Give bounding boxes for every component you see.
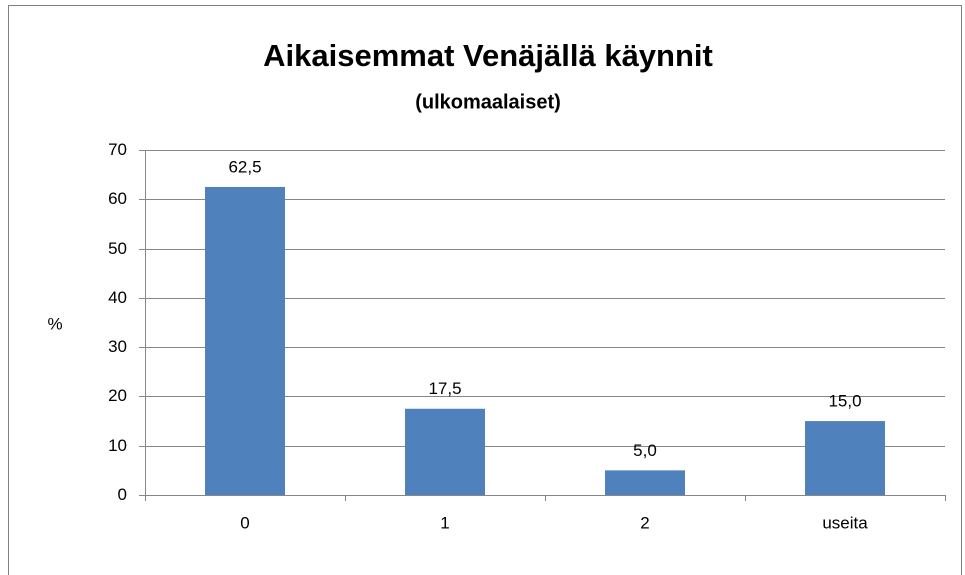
y-tick-label: 50: [108, 239, 127, 258]
y-tick-label: 40: [108, 288, 127, 307]
y-tick-label: 20: [108, 386, 127, 405]
bar: [805, 421, 885, 495]
x-tick-label: 0: [240, 513, 249, 532]
chart-subtitle: (ulkomaalaiset): [415, 91, 561, 113]
value-label: 15,0: [828, 392, 861, 411]
y-axis-label: %: [47, 314, 62, 333]
y-tick-label: 70: [108, 140, 127, 159]
x-tick-label: 2: [640, 513, 649, 532]
y-tick-label: 10: [108, 436, 127, 455]
bar: [405, 408, 485, 495]
value-label: 17,5: [428, 379, 461, 398]
y-tick-label: 0: [118, 485, 127, 504]
value-label: 62,5: [228, 157, 261, 176]
y-tick-label: 60: [108, 189, 127, 208]
bar: [205, 186, 285, 495]
x-tick-label: useita: [822, 513, 868, 532]
value-label: 5,0: [633, 441, 657, 460]
x-tick-label: 1: [440, 513, 449, 532]
chart-title: Aikaisemmat Venäjällä käynnit: [263, 38, 713, 73]
bar: [605, 470, 685, 495]
y-tick-label: 30: [108, 337, 127, 356]
